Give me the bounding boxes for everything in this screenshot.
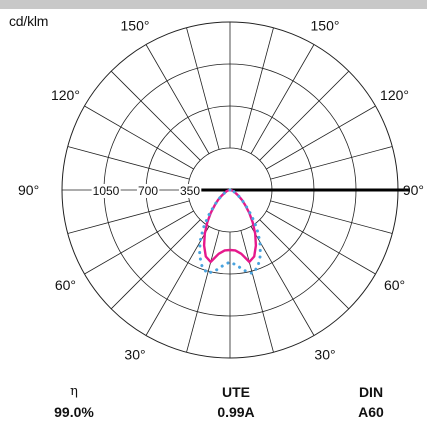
intensity-curves	[198, 188, 262, 275]
stat-ute-label: UTE	[222, 384, 250, 400]
grid-spoke	[186, 230, 220, 353]
stat-ute: UTE 0.99A	[191, 383, 281, 421]
stat-din: DIN A60	[326, 383, 416, 421]
grid-spoke	[67, 200, 190, 234]
curve-solid	[202, 188, 258, 264]
grid-spoke	[250, 44, 315, 154]
radial-tick-labels: 350 700 1050	[91, 184, 202, 198]
grid-spoke	[266, 210, 376, 275]
photometric-stats: η 99.0% UTE 0.99A DIN A60	[0, 383, 427, 430]
grid-spoke	[67, 146, 190, 180]
grid-spoke	[145, 226, 210, 336]
stat-ute-value: 0.99A	[217, 404, 255, 420]
stat-eta: η 99.0%	[29, 383, 119, 421]
angle-label-150-left: 150°	[121, 17, 150, 33]
grid-spoke	[145, 44, 210, 154]
angle-labels: 150° 150° 120° 120° 90° 90° 60° 60° 30° 30°	[18, 17, 424, 362]
unit-label: cd/klm	[9, 13, 49, 29]
radial-tick-1050: 1050	[93, 184, 120, 198]
grid-spoke	[84, 105, 194, 170]
radial-tick-bg	[178, 184, 202, 198]
grid-spoke	[250, 226, 315, 336]
grid-spoke	[270, 146, 393, 180]
grid-spoke	[110, 70, 201, 161]
angle-label-90-right: 90°	[403, 182, 424, 198]
stat-din-label: DIN	[358, 384, 384, 400]
angle-label-30-left: 30°	[124, 347, 145, 363]
grid-spoke	[84, 210, 194, 275]
grid-spoke	[266, 105, 376, 170]
angle-label-150-right: 150°	[311, 17, 340, 33]
radial-tick-bg	[91, 184, 121, 198]
grid-spoke	[186, 27, 220, 150]
grid-spoke	[240, 27, 274, 150]
grid-spoke	[259, 219, 350, 310]
polar-grid	[61, 21, 410, 359]
stat-din-value: A60	[358, 404, 384, 420]
angle-label-60-right: 60°	[384, 277, 405, 293]
angle-label-60-left: 60°	[55, 277, 76, 293]
radial-tick-700: 700	[138, 184, 158, 198]
grid-spoke	[110, 219, 201, 310]
angle-label-30-right: 30°	[314, 347, 335, 363]
radial-tick-350: 350	[180, 184, 200, 198]
radial-tick-bg	[136, 184, 160, 198]
angle-label-120-left: 120°	[51, 87, 80, 103]
grid-spoke	[259, 70, 350, 161]
top-bar	[0, 0, 427, 9]
stat-eta-value: 99.0%	[54, 404, 94, 420]
grid-spoke	[240, 230, 274, 353]
angle-label-120-right: 120°	[380, 87, 409, 103]
stat-eta-label: η	[70, 384, 78, 399]
grid-spoke	[270, 200, 393, 234]
angle-label-90-left: 90°	[18, 182, 39, 198]
